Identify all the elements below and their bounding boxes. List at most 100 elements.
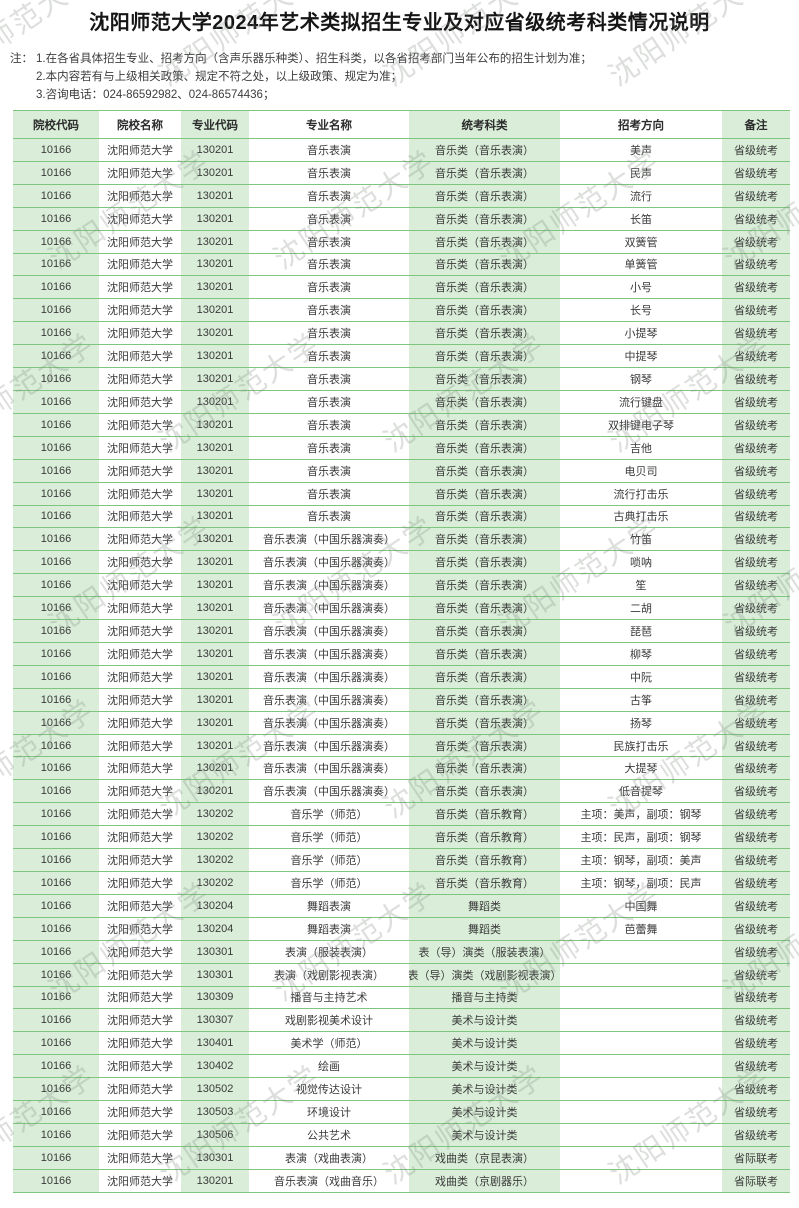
table-cell: 130201 bbox=[181, 436, 249, 459]
table-cell: 130201 bbox=[181, 184, 249, 207]
table-cell: 音乐类（音乐表演） bbox=[409, 207, 560, 230]
table-cell: 表演（戏曲表演） bbox=[285, 1152, 373, 1165]
table-cell: 沈阳师范大学 bbox=[107, 1152, 173, 1165]
table-cell: 省级统考 bbox=[722, 139, 790, 161]
table-cell: 沈阳师范大学 bbox=[107, 305, 173, 318]
table-cell: 音乐表演 bbox=[307, 465, 351, 478]
table-cell: 130201 bbox=[181, 642, 249, 665]
table-cell: 沈阳师范大学 bbox=[107, 1015, 173, 1028]
table-cell: 130201 bbox=[181, 780, 249, 803]
note-line-1: 1.在各省具体招生专业、招考方向（含声乐器乐种类）、招生科类，以各省招考部门当年… bbox=[36, 53, 592, 65]
table-cell: 吉他 bbox=[630, 442, 652, 455]
table-cell: 音乐类（音乐表演） bbox=[409, 276, 560, 299]
table-cell: 10166 bbox=[13, 711, 99, 734]
table-cell: 音乐表演 bbox=[307, 190, 351, 203]
table-cell: 省级统考 bbox=[722, 917, 790, 940]
table-cell: 10166 bbox=[13, 230, 99, 253]
table-cell: 音乐类（音乐表演） bbox=[409, 299, 560, 322]
table-cell: 民族打击乐 bbox=[613, 740, 669, 753]
table-cell: 主项：美声，副项：钢琴 bbox=[580, 809, 702, 822]
table-row: 10166 沈阳师范大学 130201 音乐表演 音乐类（音乐表演） 流行键盘 省级统考 bbox=[13, 390, 790, 414]
table-cell: 10166 bbox=[13, 986, 99, 1009]
table-cell: 省级统考 bbox=[722, 230, 790, 253]
table-cell: 省级统考 bbox=[722, 665, 790, 688]
table-cell: 音乐类（音乐教育） bbox=[409, 803, 560, 826]
table-cell: 音乐表演（中国乐器演奏） bbox=[263, 671, 395, 684]
table-row: 10166 沈阳师范大学 130402 绘画 美术与设计类 省级统考 bbox=[13, 1055, 790, 1079]
table-cell: 沈阳师范大学 bbox=[107, 465, 173, 478]
table-cell: 10166 bbox=[13, 459, 99, 482]
table-cell: 10166 bbox=[13, 1146, 99, 1169]
table-cell: 音乐类（音乐教育） bbox=[409, 849, 560, 871]
table-cell: 130201 bbox=[181, 207, 249, 230]
table-cell: 音乐表演（中国乐器演奏） bbox=[263, 580, 395, 593]
table-cell: 音乐表演 bbox=[307, 213, 351, 226]
table-cell: 沈阳师范大学 bbox=[107, 900, 173, 913]
table-cell: 沈阳师范大学 bbox=[107, 442, 173, 455]
table-cell: 小号 bbox=[630, 282, 652, 295]
table-cell: 省级统考 bbox=[722, 711, 790, 734]
table-cell: 沈阳师范大学 bbox=[107, 1084, 173, 1097]
table-cell: 音乐表演（中国乐器演奏） bbox=[263, 717, 395, 730]
table-cell: 省级统考 bbox=[722, 872, 790, 894]
table-cell: 130202 bbox=[181, 872, 249, 894]
table-cell: 10166 bbox=[13, 390, 99, 413]
table-cell: 沈阳师范大学 bbox=[107, 511, 173, 524]
table-cell: 省级统考 bbox=[722, 459, 790, 482]
table-cell: 古典打击乐 bbox=[613, 511, 669, 524]
table-row: 10166 沈阳师范大学 130201 音乐表演 音乐类（音乐表演） 中提琴 省级统考 bbox=[13, 345, 790, 369]
table-cell: 音乐表演（中国乐器演奏） bbox=[263, 625, 395, 638]
table-cell: 10166 bbox=[13, 276, 99, 299]
table-cell: 音乐类（音乐表演） bbox=[409, 665, 560, 688]
table-cell: 省级统考 bbox=[722, 184, 790, 207]
table-cell: 音乐类（音乐表演） bbox=[409, 642, 560, 665]
table-cell: 戏剧影视美术设计 bbox=[285, 1015, 373, 1028]
table-cell: 音乐类（音乐表演） bbox=[409, 620, 560, 642]
table-cell: 130201 bbox=[181, 482, 249, 505]
table-cell: 表（导）演类（戏剧影视表演） bbox=[409, 963, 560, 986]
table-cell: 130201 bbox=[181, 711, 249, 734]
table-cell: 省级统考 bbox=[722, 1055, 790, 1078]
table-header-row: 院校代码 院校名称 专业代码 专业名称 统考科类 招考方向 备注 bbox=[13, 110, 790, 139]
table-row: 10166 沈阳师范大学 130201 音乐表演 音乐类（音乐表演） 流行打击乐 省级统考 bbox=[13, 482, 790, 506]
table-cell: 沈阳师范大学 bbox=[107, 557, 173, 570]
table-cell: 130202 bbox=[181, 849, 249, 871]
table-cell: 沈阳师范大学 bbox=[107, 717, 173, 730]
table-cell: 音乐类（音乐表演） bbox=[409, 322, 560, 345]
table-cell: 省级统考 bbox=[722, 757, 790, 780]
table-cell: 省级统考 bbox=[722, 620, 790, 642]
table-row: 10166 沈阳师范大学 130201 音乐表演（中国乐器演奏） 音乐类（音乐表演） 二胡… bbox=[13, 597, 790, 621]
table-cell: 古筝 bbox=[630, 694, 652, 707]
table-cell: 省级统考 bbox=[722, 1032, 790, 1055]
table-cell: 音乐类（音乐表演） bbox=[409, 390, 560, 413]
table-cell: 10166 bbox=[13, 665, 99, 688]
table-cell: 省级统考 bbox=[722, 1078, 790, 1101]
table-row: 10166 沈阳师范大学 130201 音乐表演（中国乐器演奏） 音乐类（音乐表演） 古筝… bbox=[13, 688, 790, 712]
table-cell: 音乐类（音乐表演） bbox=[409, 757, 560, 780]
table-cell: 省级统考 bbox=[722, 253, 790, 276]
table-cell: 沈阳师范大学 bbox=[107, 923, 173, 936]
note-line-3: 3.咨询电话：024-86592982、024-86574436； bbox=[36, 89, 275, 101]
table-cell: 音乐类（音乐表演） bbox=[409, 780, 560, 803]
table-cell bbox=[564, 1101, 718, 1123]
table-cell: 沈阳师范大学 bbox=[107, 534, 173, 547]
table-cell: 省级统考 bbox=[722, 688, 790, 711]
table-cell: 美术与设计类 bbox=[409, 1078, 560, 1101]
table-cell bbox=[564, 941, 718, 963]
table-row: 10166 沈阳师范大学 130201 音乐表演（中国乐器演奏） 音乐类（音乐表演） 笙 省… bbox=[13, 574, 790, 598]
table-row: 10166 沈阳师范大学 130201 音乐表演（中国乐器演奏） 音乐类（音乐表演） 柳琴… bbox=[13, 642, 790, 666]
table-cell: 音乐类（音乐表演） bbox=[409, 528, 560, 551]
table-cell: 10166 bbox=[13, 849, 99, 871]
table-cell: 130201 bbox=[181, 368, 249, 390]
table-cell: 表演（服装表演） bbox=[285, 946, 373, 959]
table-cell bbox=[564, 987, 718, 1009]
table-row: 10166 沈阳师范大学 130202 音乐学（师范） 音乐类（音乐教育） 主项：美声，副… bbox=[13, 803, 790, 827]
table-cell: 130201 bbox=[181, 528, 249, 551]
table-row: 10166 沈阳师范大学 130201 音乐表演 音乐类（音乐表演） 小号 省级统考 bbox=[13, 276, 790, 300]
table-cell: 省级统考 bbox=[722, 1009, 790, 1032]
table-cell: 音乐类（音乐表演） bbox=[409, 436, 560, 459]
table-cell: 10166 bbox=[13, 322, 99, 345]
table-cell: 竹笛 bbox=[630, 534, 652, 547]
table-row: 10166 沈阳师范大学 130201 音乐表演 音乐类（音乐表演） 长笛 省级统考 bbox=[13, 207, 790, 231]
table-cell: 10166 bbox=[13, 1055, 99, 1078]
